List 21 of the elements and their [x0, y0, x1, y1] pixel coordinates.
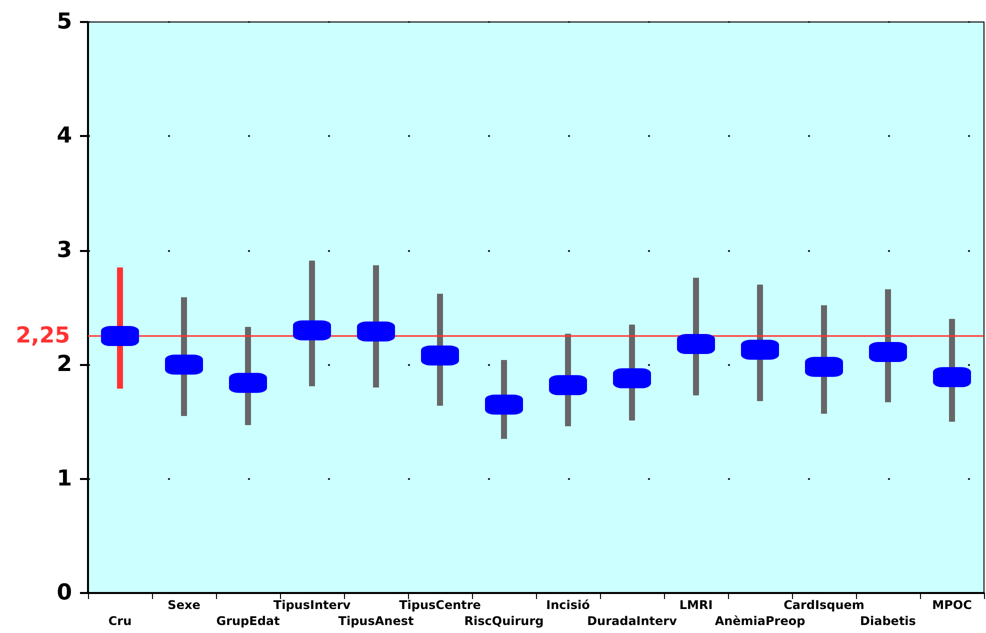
x-tick-label: Sexe [168, 598, 200, 612]
y-tick-label: 1 [56, 466, 72, 492]
y-tick-label: 5 [56, 10, 72, 34]
x-tick-label: Diabetis [860, 614, 916, 628]
x-tick-label: AnèmiaPreop [714, 614, 806, 628]
x-tick-label: Incisió [546, 598, 590, 612]
x-tick-label: GrupEdat [216, 614, 280, 628]
x-tick-label: MPOC [932, 598, 972, 612]
x-tick-label: RiscQuirurg [464, 614, 544, 628]
x-tick-label: TipusAnest [338, 614, 414, 628]
x-tick-label: CardIsquem [784, 598, 864, 612]
x-tick-label: TipusInterv [273, 598, 351, 612]
x-tick-label: DuradaInterv [587, 614, 678, 628]
y-tick-label: 3 [56, 238, 72, 263]
x-tick-label: TipusCentre [399, 598, 481, 612]
y-tick-label: 4 [56, 124, 72, 149]
y-tick-label: 0 [56, 580, 72, 606]
x-tick-label: Cru [108, 614, 132, 628]
x-tick-label: LMRI [679, 598, 713, 612]
ref-line-label: 2,25 [16, 324, 70, 349]
y-tick-label: 2 [56, 352, 72, 378]
